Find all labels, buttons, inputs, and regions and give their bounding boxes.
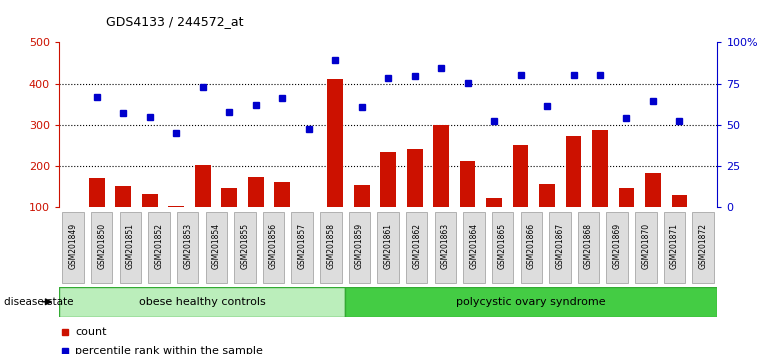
Bar: [59, 287, 345, 317]
FancyBboxPatch shape: [263, 212, 285, 284]
Bar: [89, 178, 104, 207]
Text: GSM201863: GSM201863: [441, 223, 450, 269]
Text: GSM201862: GSM201862: [412, 223, 421, 269]
Text: GSM201856: GSM201856: [269, 223, 278, 269]
FancyBboxPatch shape: [635, 212, 656, 284]
FancyBboxPatch shape: [91, 212, 112, 284]
Text: GSM201868: GSM201868: [584, 223, 593, 269]
Bar: [539, 184, 555, 207]
Bar: [327, 79, 343, 207]
Text: GSM201858: GSM201858: [326, 223, 336, 269]
Bar: [221, 188, 237, 207]
Bar: [194, 165, 211, 207]
FancyBboxPatch shape: [205, 212, 227, 284]
Bar: [513, 144, 528, 207]
Bar: [142, 194, 158, 207]
Bar: [169, 206, 184, 207]
Bar: [354, 185, 369, 207]
FancyBboxPatch shape: [63, 212, 84, 284]
Text: GSM201850: GSM201850: [97, 223, 107, 269]
Bar: [274, 182, 290, 207]
Text: GSM201872: GSM201872: [699, 223, 707, 269]
Text: polycystic ovary syndrome: polycystic ovary syndrome: [456, 297, 606, 307]
Bar: [380, 152, 396, 207]
Bar: [433, 125, 449, 207]
FancyBboxPatch shape: [521, 212, 542, 284]
FancyBboxPatch shape: [406, 212, 427, 284]
Bar: [645, 173, 661, 207]
Bar: [565, 136, 582, 207]
FancyBboxPatch shape: [320, 212, 342, 284]
FancyBboxPatch shape: [664, 212, 685, 284]
FancyBboxPatch shape: [234, 212, 256, 284]
FancyBboxPatch shape: [549, 212, 571, 284]
Text: GSM201852: GSM201852: [154, 223, 164, 269]
Text: count: count: [75, 327, 107, 337]
Text: GSM201853: GSM201853: [183, 223, 192, 269]
Text: GSM201861: GSM201861: [383, 223, 393, 269]
Text: GSM201866: GSM201866: [527, 223, 535, 269]
FancyBboxPatch shape: [578, 212, 599, 284]
FancyBboxPatch shape: [463, 212, 485, 284]
Text: GSM201851: GSM201851: [126, 223, 135, 269]
Text: GSM201854: GSM201854: [212, 223, 221, 269]
Bar: [619, 188, 634, 207]
Text: GSM201859: GSM201859: [355, 223, 364, 269]
Bar: [115, 186, 131, 207]
Text: GSM201864: GSM201864: [470, 223, 478, 269]
Text: GSM201869: GSM201869: [612, 223, 622, 269]
FancyBboxPatch shape: [692, 212, 713, 284]
Text: GSM201855: GSM201855: [241, 223, 249, 269]
Text: GSM201857: GSM201857: [298, 223, 307, 269]
Text: disease state: disease state: [4, 297, 74, 307]
Text: GSM201865: GSM201865: [498, 223, 507, 269]
Text: GDS4133 / 244572_at: GDS4133 / 244572_at: [106, 15, 243, 28]
FancyBboxPatch shape: [492, 212, 514, 284]
FancyBboxPatch shape: [377, 212, 399, 284]
Bar: [248, 177, 263, 207]
FancyBboxPatch shape: [148, 212, 170, 284]
FancyBboxPatch shape: [349, 212, 370, 284]
FancyBboxPatch shape: [292, 212, 313, 284]
Text: obese healthy controls: obese healthy controls: [139, 297, 265, 307]
Text: GSM201849: GSM201849: [69, 223, 78, 269]
Bar: [407, 149, 423, 207]
Bar: [345, 287, 717, 317]
Bar: [592, 130, 608, 207]
Bar: [672, 195, 688, 207]
Bar: [486, 198, 502, 207]
Text: GSM201867: GSM201867: [555, 223, 564, 269]
FancyBboxPatch shape: [120, 212, 141, 284]
Text: GSM201871: GSM201871: [670, 223, 679, 269]
FancyBboxPatch shape: [177, 212, 198, 284]
Text: GSM201870: GSM201870: [641, 223, 650, 269]
FancyBboxPatch shape: [606, 212, 628, 284]
Text: percentile rank within the sample: percentile rank within the sample: [75, 346, 263, 354]
Bar: [459, 161, 476, 207]
FancyBboxPatch shape: [434, 212, 456, 284]
